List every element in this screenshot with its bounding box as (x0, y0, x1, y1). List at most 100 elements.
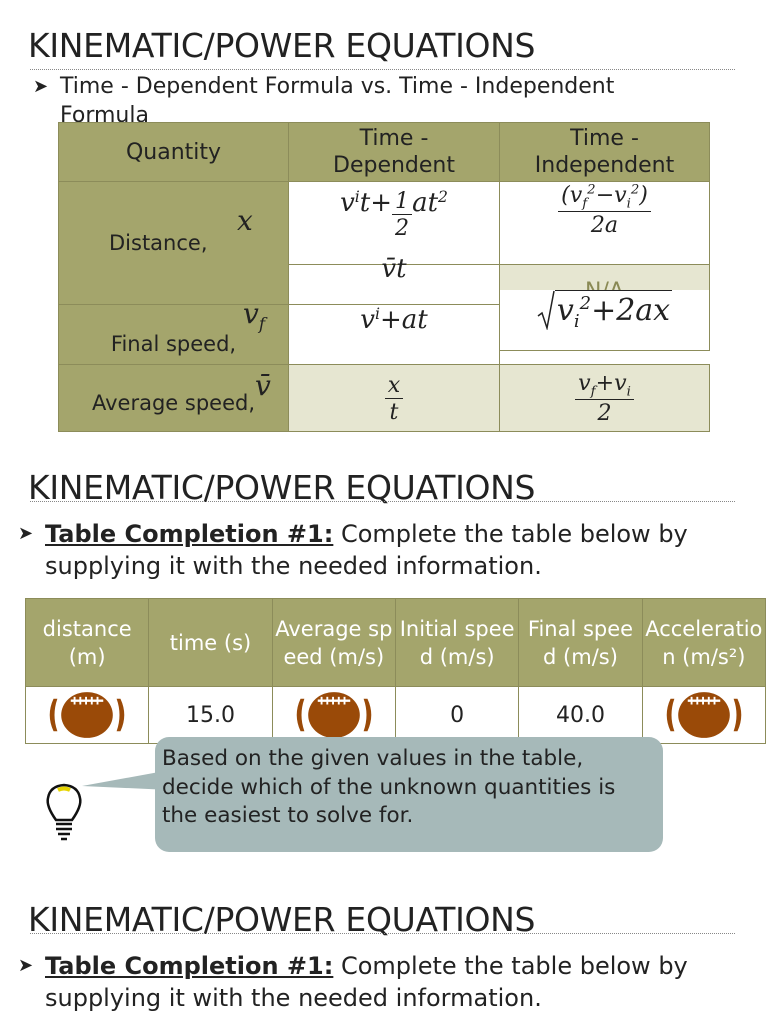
superscript: 2 (438, 188, 448, 206)
body-cell: 15.0 (148, 686, 273, 744)
denominator: 2 (392, 215, 412, 241)
superscript: 2 (587, 182, 596, 198)
football-icon (291, 690, 377, 740)
formula-text: v (556, 293, 574, 328)
header-cell: Time - Independent (499, 122, 710, 182)
quantity-cell: Distance, x (58, 181, 289, 305)
bullet-text: Table Completion #1: Complete the table … (45, 518, 760, 582)
fraction: vf+vi 2 (575, 370, 634, 426)
quantity-symbol: vf (243, 297, 265, 334)
subscript: f (258, 313, 266, 334)
superscript: 2 (579, 293, 592, 314)
quantity-label: Average speed, (91, 391, 256, 415)
formula-text: v̄t (381, 254, 407, 284)
subscript: i (626, 196, 631, 212)
slide-title: KINEMATIC/POWER EQUATIONS (28, 26, 536, 65)
formula-text: −v (595, 182, 627, 208)
quantity-cell: Average speed, v̄ (58, 364, 289, 432)
denominator: 2a (558, 212, 651, 238)
formula-text: 2 (597, 400, 612, 427)
header-cell: Acceleration (m/s²) (641, 598, 766, 687)
header-cell: Initial speed (m/s) (395, 598, 520, 687)
bullet-arrow: ➤ (18, 523, 34, 544)
formula-text: v (340, 188, 355, 218)
body-cell (271, 686, 396, 744)
bullet-arrow: ➤ (33, 76, 49, 97)
subscript: i (626, 384, 631, 400)
callout-pointer (82, 770, 170, 790)
header-cell: distance (m) (25, 598, 150, 687)
subscript: i (354, 188, 360, 206)
quantity-label: Distance, (109, 231, 208, 255)
formula-text: v (360, 305, 375, 335)
slide-title: KINEMATIC/POWER EQUATIONS (28, 900, 536, 939)
header-cell: Final speed (m/s) (518, 598, 643, 687)
formula-text: v (243, 297, 259, 330)
formula-text: v̄ (255, 369, 271, 402)
lightbulb-icon (46, 783, 82, 841)
square-root: vi2+2ax (537, 290, 673, 332)
formula-text: v (578, 369, 591, 396)
subscript: i (573, 311, 580, 332)
bullet-bold: Table Completion #1: (45, 952, 334, 980)
cell-value: 0 (450, 702, 465, 728)
formula-text: (v (561, 182, 583, 208)
numerator: x (384, 371, 404, 399)
bullet-text: Time - Dependent Formula vs. Time - Inde… (60, 74, 615, 128)
formula-text: x (237, 204, 253, 237)
header-cell: time (s) (148, 598, 273, 687)
formula-text: x (387, 371, 401, 398)
radicand: vi2+2ax (554, 290, 673, 332)
formula-cell: vi2+2ax (499, 290, 710, 351)
title-rule (30, 69, 735, 70)
callout: Based on the given values in the table, … (155, 737, 663, 852)
fraction: (vf2−vi2) 2a (558, 182, 651, 238)
header-cell: Average speed (m/s) (271, 598, 396, 687)
quantity-symbol: x (237, 204, 253, 237)
bullet-text: Table Completion #1: Complete the table … (45, 950, 760, 1014)
formula-cell: v i t+ 1 2 at 2 (288, 181, 500, 265)
formula-cell: (vf2−vi2) 2a (499, 181, 710, 265)
bullet-arrow: ➤ (18, 955, 34, 976)
numerator: (vf2−vi2) (558, 182, 651, 213)
formula-cell: v i +at (288, 304, 500, 365)
formula-text: 1 (395, 188, 410, 214)
superscript: 2 (630, 182, 640, 198)
football-icon (661, 690, 747, 740)
formula-text: +v (595, 369, 627, 396)
formula-text: +2ax (591, 293, 671, 328)
numerator: 1 (392, 188, 413, 215)
header-cell: Quantity (58, 122, 289, 182)
denominator: 2 (575, 400, 634, 426)
bullet-body: Complete the table below by supplying it… (45, 952, 688, 1012)
formula-cell: v̄t (288, 254, 500, 305)
bullet-body: Complete the table below by supplying it… (45, 520, 688, 580)
subscript: f (590, 384, 596, 400)
quantity-cell: Final speed, vf (58, 297, 289, 365)
header-cell: Time - Dependent (288, 122, 500, 182)
formula-text: t (389, 398, 399, 425)
subscript: i (374, 305, 380, 323)
radical-sign (537, 290, 555, 330)
quantity-label: Final speed, (110, 331, 237, 356)
numerator: vf+vi (575, 369, 634, 401)
body-cell: 0 (395, 686, 520, 744)
formula-text: 2 (395, 215, 410, 241)
slide-title: KINEMATIC/POWER EQUATIONS (28, 468, 536, 507)
formula-text: at (412, 188, 439, 218)
formula-text: t+ (359, 188, 392, 218)
body-cell: 40.0 (518, 686, 643, 744)
cell-value: 40.0 (556, 702, 605, 728)
cell-value: 15.0 (186, 702, 235, 728)
bullet-bold: Table Completion #1: (45, 520, 334, 548)
formula-text: 2a (590, 212, 619, 239)
title-rule (30, 501, 735, 502)
body-cell (641, 686, 766, 744)
quantity-symbol: v̄ (255, 369, 271, 402)
title-rule (30, 933, 735, 934)
formula-text: ) (639, 182, 648, 208)
